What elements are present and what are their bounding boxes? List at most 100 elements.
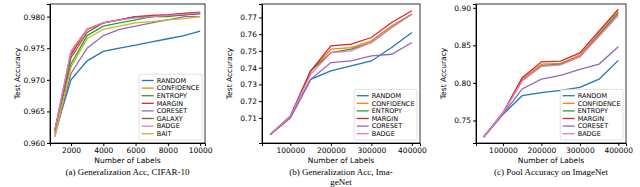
tick-mark [47,111,50,112]
tick: 0.970 [24,76,50,85]
series-line [270,11,412,135]
tick-label: 0.970 [24,76,46,85]
tick: 100000 [277,143,306,155]
legend-swatch [357,110,369,111]
tick-label: 400000 [398,146,427,155]
tick: 0.72 [240,97,262,106]
tick-label: 200000 [317,146,346,155]
legend-swatch [563,125,575,126]
tick-label: 10000 [189,146,213,155]
series-line [55,13,200,131]
tick: 0.980 [24,13,50,22]
panel: 1000002000003000004000000.750.800.850.90… [439,4,633,177]
legend-swatch [142,118,154,119]
legend-swatch [142,125,154,126]
plot-area [484,9,619,137]
x-axis-title: Number of Labels [518,156,584,165]
legend: RANDOMCONFIDENCEENTROPYMARGINCORESETBADG… [560,89,623,140]
y-axis: 0.75 0.80 0.85 0.90 [454,4,476,144]
plot-area [270,11,412,135]
tick-label: 0.74 [240,64,257,73]
tick: 0.71 [240,114,262,123]
tick-mark [473,120,476,121]
tick-label: 0.965 [24,107,46,116]
figure: 2000400060008000100000.9600.9650.9700.97… [0,0,640,187]
tick: 0.74 [240,64,262,73]
tick-label: 0.90 [454,4,471,13]
tick: 0.73 [240,80,262,89]
x-axis: 100000200000300000400000 [477,143,634,155]
legend-item: BADGE [563,130,601,138]
tick-label: 8000 [159,146,178,155]
legend-swatch [357,118,369,119]
tick: 200000 [528,143,557,155]
caption: (c) Pool Accuracy on ImageNet [494,167,608,177]
legend-label: BAIT [157,130,172,138]
legend-swatch [563,95,575,96]
tick-mark [259,84,262,85]
panel: 2000400060008000100000.9600.9650.9700.97… [13,4,213,177]
tick: 0.80 [454,79,476,88]
legend-swatch [142,110,154,111]
legend-label: BADGE [578,130,601,138]
tick-mark [47,17,50,18]
tick-mark [259,68,262,69]
legend-swatch [563,118,575,119]
tick-label: 100000 [489,146,518,155]
legend-box [560,89,623,140]
legend-swatch [563,110,575,111]
tick-label: 0.85 [454,41,471,50]
series-line [484,12,619,137]
series-line [55,13,200,130]
series-line [270,14,412,135]
tick: 0.76 [240,30,262,39]
x-axis: 200040006000800010000 [51,143,213,155]
series-line [270,43,412,135]
tick-label: 0.71 [240,114,257,123]
tick: 8000 [159,143,178,155]
tick-label: 0.975 [24,44,46,53]
legend-swatch [357,95,369,96]
tick: 2000 [62,143,81,155]
legend-item: BADGE [357,130,395,138]
panel: 100000 200000 300000 400000 0.71 0.72 0.73 0.74… [225,4,427,187]
legend-swatch [357,133,369,134]
tick-mark [259,101,262,102]
y-axis: 0.960 0.965 0.970 0.975 0.980 [24,5,51,148]
tick-label: 0.77 [240,13,257,22]
tick-label: 0.75 [454,116,471,125]
tick: 0.85 [454,41,476,50]
tick-label: 2000 [62,146,81,155]
tick-label: 300000 [566,146,595,155]
legend-swatch [357,125,369,126]
legend-swatch [142,95,154,96]
tick: 300000 [358,143,387,155]
legend-swatch [142,133,154,134]
tick-label: 0.960 [24,139,46,148]
tick: 10000 [189,143,213,155]
legend-swatch [142,87,154,88]
series-line [484,9,619,137]
caption: geNet [330,177,352,187]
tick-mark [473,83,476,84]
tick-label: 0.75 [240,47,257,56]
legend: RANDOMCONFIDENCEENTROPYMARGINCORESETBADG… [354,89,417,140]
tick-label: 0.980 [24,13,46,22]
tick: 0.965 [24,107,50,116]
tick-mark [259,118,262,119]
tick-mark [473,8,476,9]
plot-frame [50,4,205,143]
legend-item: BAIT [142,130,172,138]
tick-label: 300000 [358,146,387,155]
tick: 100000 [489,143,518,155]
tick: 6000 [127,143,146,155]
y-axis-title: Test Accuracy [225,47,234,100]
series-line [484,15,619,137]
tick-label: 6000 [127,146,146,155]
tick: 200000 [317,143,346,155]
tick: 0.90 [454,4,476,13]
x-axis: 100000 200000 300000 400000 [263,143,427,155]
series-line [55,12,200,130]
tick: 0.75 [240,47,262,56]
tick: 400000 [398,143,427,155]
